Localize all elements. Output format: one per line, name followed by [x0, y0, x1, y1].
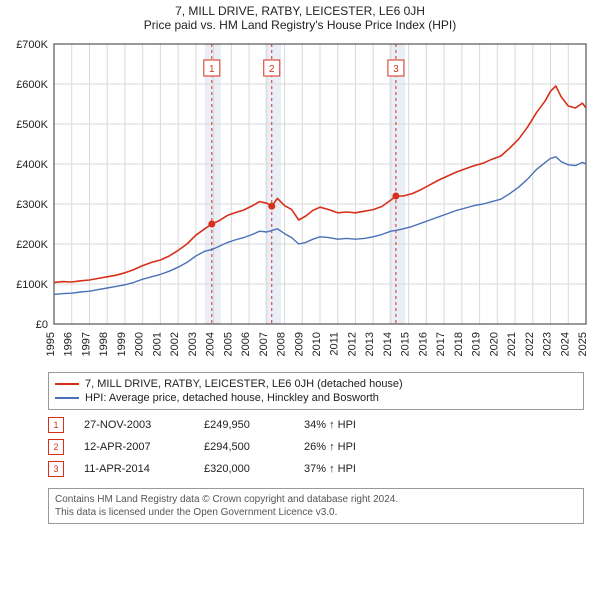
- sale-date: 27-NOV-2003: [84, 419, 204, 431]
- svg-text:2006: 2006: [240, 332, 252, 356]
- svg-text:2008: 2008: [276, 332, 288, 356]
- chart-title: 7, MILL DRIVE, RATBY, LEICESTER, LE6 0JH: [6, 4, 594, 18]
- svg-text:2020: 2020: [488, 332, 500, 356]
- svg-text:2000: 2000: [134, 332, 146, 356]
- legend-label: 7, MILL DRIVE, RATBY, LEICESTER, LE6 0JH…: [85, 378, 403, 390]
- svg-text:2021: 2021: [506, 332, 518, 356]
- legend-label: HPI: Average price, detached house, Hinc…: [85, 392, 379, 404]
- line-chart-svg: £0 £100K £200K £300K £400K £500K £600K £700K 199…: [6, 36, 594, 366]
- svg-text:1: 1: [209, 64, 215, 75]
- svg-text:2005: 2005: [222, 332, 234, 356]
- svg-text:2012: 2012: [346, 332, 358, 356]
- svg-text:2024: 2024: [559, 332, 571, 356]
- svg-text:2022: 2022: [524, 332, 536, 356]
- svg-text:£400K: £400K: [16, 159, 48, 171]
- legend-item: HPI: Average price, detached house, Hinc…: [55, 391, 577, 405]
- license-line-1: Contains HM Land Registry data © Crown c…: [55, 493, 577, 506]
- svg-text:2010: 2010: [311, 332, 323, 356]
- sale-date: 11-APR-2014: [84, 463, 204, 475]
- svg-text:1996: 1996: [63, 332, 75, 356]
- sale-marker-box: 2: [48, 439, 64, 455]
- sale-row: 3 11-APR-2014£320,00037% ↑ HPI: [48, 458, 584, 480]
- sale-date: 12-APR-2007: [84, 441, 204, 453]
- sale-row: 1 27-NOV-2003£249,95034% ↑ HPI: [48, 414, 584, 436]
- sales-table: 1 27-NOV-2003£249,95034% ↑ HPI 2 12-APR-200…: [48, 414, 584, 480]
- sale-diff: 37% ↑ HPI: [304, 463, 356, 475]
- license-line-2: This data is licensed under the Open Gov…: [55, 506, 577, 519]
- svg-text:2014: 2014: [382, 332, 394, 356]
- svg-text:2018: 2018: [453, 332, 465, 356]
- sale-price: £294,500: [204, 441, 304, 453]
- svg-text:2001: 2001: [151, 332, 163, 356]
- svg-text:2016: 2016: [417, 332, 429, 356]
- svg-text:3: 3: [393, 64, 399, 75]
- svg-text:2017: 2017: [435, 332, 447, 356]
- license-box: Contains HM Land Registry data © Crown c…: [48, 488, 584, 524]
- sale-row: 2 12-APR-2007£294,50026% ↑ HPI: [48, 436, 584, 458]
- sale-price: £249,950: [204, 419, 304, 431]
- svg-text:£300K: £300K: [16, 199, 48, 211]
- svg-text:2: 2: [269, 64, 275, 75]
- svg-text:£700K: £700K: [16, 39, 48, 51]
- svg-text:2025: 2025: [577, 332, 589, 356]
- svg-text:1997: 1997: [80, 332, 92, 356]
- svg-text:2002: 2002: [169, 332, 181, 356]
- svg-text:£500K: £500K: [16, 119, 48, 131]
- sale-diff: 34% ↑ HPI: [304, 419, 356, 431]
- sale-marker-box: 3: [48, 461, 64, 477]
- svg-text:2003: 2003: [187, 332, 199, 356]
- price-chart-card: 7, MILL DRIVE, RATBY, LEICESTER, LE6 0JH…: [0, 0, 600, 530]
- svg-text:2019: 2019: [471, 332, 483, 356]
- svg-text:£100K: £100K: [16, 279, 48, 291]
- chart-plot: £0 £100K £200K £300K £400K £500K £600K £700K 199…: [6, 36, 594, 366]
- svg-text:2023: 2023: [542, 332, 554, 356]
- svg-text:1999: 1999: [116, 332, 128, 356]
- sale-price: £320,000: [204, 463, 304, 475]
- svg-text:2013: 2013: [364, 332, 376, 356]
- svg-text:2007: 2007: [258, 332, 270, 356]
- legend-swatch: [55, 397, 79, 399]
- svg-text:£0: £0: [36, 319, 48, 331]
- sale-marker-box: 1: [48, 417, 64, 433]
- svg-text:1998: 1998: [98, 332, 110, 356]
- legend-item: 7, MILL DRIVE, RATBY, LEICESTER, LE6 0JH…: [55, 377, 577, 391]
- svg-text:2009: 2009: [293, 332, 305, 356]
- legend: 7, MILL DRIVE, RATBY, LEICESTER, LE6 0JH…: [48, 372, 584, 410]
- sale-diff: 26% ↑ HPI: [304, 441, 356, 453]
- legend-swatch: [55, 383, 79, 385]
- svg-text:2011: 2011: [329, 332, 341, 356]
- svg-text:1995: 1995: [45, 332, 57, 356]
- svg-text:£200K: £200K: [16, 239, 48, 251]
- svg-text:2015: 2015: [400, 332, 412, 356]
- chart-subtitle: Price paid vs. HM Land Registry's House …: [6, 18, 594, 32]
- svg-text:£600K: £600K: [16, 79, 48, 91]
- svg-text:2004: 2004: [205, 332, 217, 356]
